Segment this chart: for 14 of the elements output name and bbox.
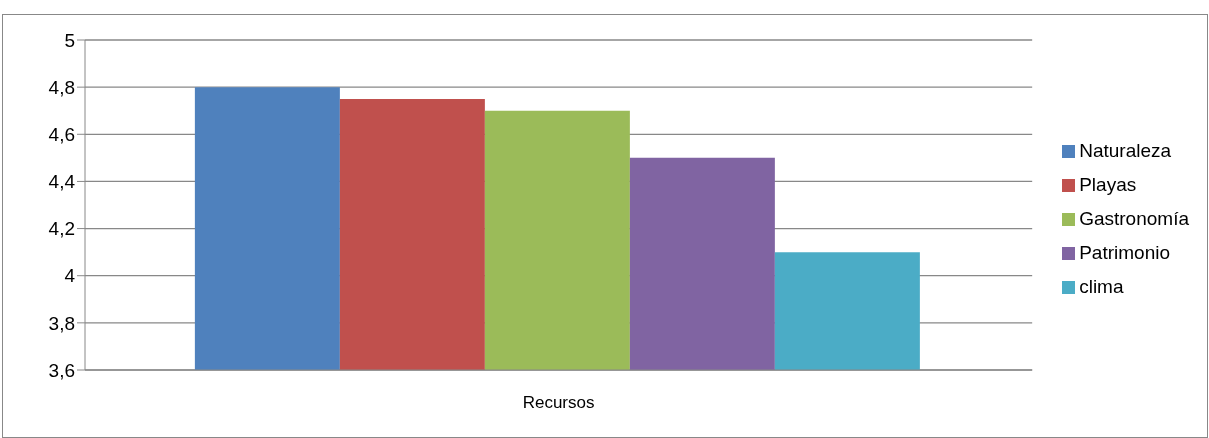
legend-label: Gastronomía: [1079, 208, 1189, 229]
legend-label: Patrimonio: [1079, 242, 1170, 263]
x-tick-label: Recursos: [522, 393, 595, 413]
y-tick-label: 3,8: [48, 312, 75, 334]
y-tick-label: 3,6: [48, 359, 75, 381]
legend-label: Naturaleza: [1079, 140, 1172, 161]
y-tick-label: 4,6: [48, 124, 75, 146]
legend-label: clima: [1079, 276, 1124, 297]
y-tick-label: 4,2: [48, 218, 75, 240]
y-tick-label: 5: [64, 29, 75, 51]
legend-label: Playas: [1079, 174, 1137, 195]
y-tick-label: 4,8: [48, 76, 75, 98]
y-tick-label: 4: [64, 265, 76, 287]
y-tick-label: 4,4: [48, 171, 76, 193]
